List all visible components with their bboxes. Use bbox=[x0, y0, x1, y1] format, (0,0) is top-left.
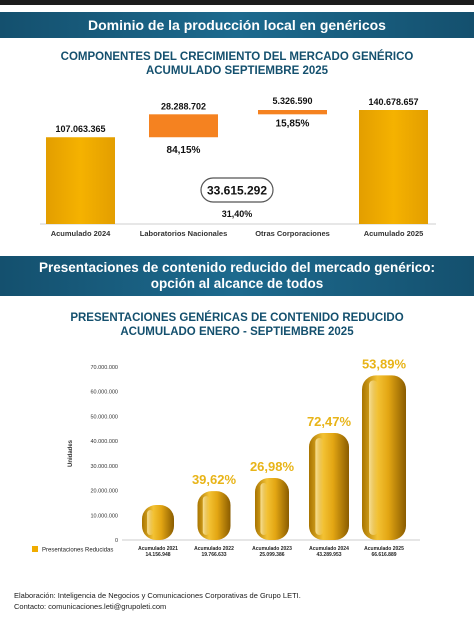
pill-bar-highlight bbox=[369, 380, 378, 535]
pill-bar bbox=[197, 491, 231, 540]
pill-bar bbox=[142, 505, 174, 540]
waterfall-share-label: 84,15% bbox=[167, 145, 201, 156]
section1-banner: Dominio de la producción local en genéri… bbox=[0, 12, 474, 38]
total-change-value: 33.615.292 bbox=[207, 184, 267, 198]
y-tick-label: 60.000.000 bbox=[90, 390, 118, 396]
y-tick-label: 50.000.000 bbox=[90, 414, 118, 420]
footer: Elaboración: Inteligencia de Negocios y … bbox=[14, 590, 301, 612]
y-tick-label: 10.000.000 bbox=[90, 513, 118, 519]
y-tick-label: 20.000.000 bbox=[90, 489, 118, 495]
waterfall-title-line2: ACUMULADO SEPTIEMBRE 2025 bbox=[145, 65, 329, 77]
waterfall-value-label: 140.678.657 bbox=[368, 97, 418, 107]
top-edge-line bbox=[0, 0, 474, 5]
growth-label: 26,98% bbox=[250, 459, 295, 474]
waterfall-value-label: 5.326.590 bbox=[272, 96, 312, 106]
pill-bar-body bbox=[309, 433, 349, 540]
pill-category-value: 43.289.953 bbox=[316, 552, 341, 558]
growth-label: 39,62% bbox=[192, 472, 237, 487]
y-tick-label: 40.000.000 bbox=[90, 439, 118, 445]
waterfall-category-label: Acumulado 2024 bbox=[51, 229, 111, 238]
section2-banner-line2: opción al alcance de todos bbox=[150, 276, 324, 291]
pill-category-label: Acumulado 2022 bbox=[194, 546, 234, 552]
growth-label: 53,89% bbox=[362, 356, 407, 371]
pill-category-value: 19.766.633 bbox=[201, 552, 226, 558]
pill-category-value: 66.616.889 bbox=[371, 552, 396, 558]
waterfall-bar-laboratorios-nacionales bbox=[149, 114, 218, 138]
waterfall-chart-title: COMPONENTES DEL CRECIMIENTO DEL MERCADO … bbox=[0, 50, 474, 78]
waterfall-title-line1: COMPONENTES DEL CRECIMIENTO DEL MERCADO … bbox=[60, 51, 414, 63]
pill-bar-body bbox=[255, 477, 289, 540]
total-change-percent: 31,40% bbox=[222, 209, 253, 219]
pill-chart: 0 10.000.000 20.000.000 30.000.000 40.000.00… bbox=[32, 356, 420, 558]
section2-banner: Presentaciones de contenido reducido del… bbox=[0, 256, 474, 296]
waterfall-value-label: 107.063.365 bbox=[55, 124, 105, 134]
pill-bar-body bbox=[197, 491, 231, 540]
y-tick-label: 0 bbox=[115, 538, 118, 544]
waterfall-category-label: Otras Corporaciones bbox=[255, 229, 330, 238]
pill-bar bbox=[255, 477, 289, 540]
pill-bar-highlight bbox=[260, 482, 268, 535]
legend-swatch bbox=[32, 546, 38, 552]
pill-bar-highlight bbox=[315, 438, 324, 535]
pill-category-value: 25.099.386 bbox=[259, 552, 284, 558]
pill-title-line1: PRESENTACIONES GENÉRICAS DE CONTENIDO RE… bbox=[70, 312, 404, 324]
pill-bar-highlight bbox=[202, 496, 210, 535]
section2-banner-line1: Presentaciones de contenido reducido del… bbox=[38, 260, 436, 275]
y-tick-label: 70.000.000 bbox=[90, 365, 118, 371]
pill-bar-highlight bbox=[147, 510, 154, 535]
growth-label: 72,47% bbox=[307, 414, 352, 429]
waterfall-bar-otras-corporaciones bbox=[258, 110, 327, 115]
waterfall-category-label: Acumulado 2025 bbox=[364, 229, 424, 238]
pill-category-value: 14.156.948 bbox=[145, 552, 170, 558]
waterfall-share-label: 15,85% bbox=[276, 118, 310, 129]
pill-title-line2: ACUMULADO ENERO - SEPTIEMBRE 2025 bbox=[120, 326, 354, 338]
waterfall-value-label: 28.288.702 bbox=[161, 101, 206, 111]
waterfall-bar-acumulado-2025 bbox=[359, 110, 428, 224]
footer-contact: Contacto: comunicaciones.leti@grupoleti.… bbox=[14, 602, 167, 611]
waterfall-category-label: Laboratorios Nacionales bbox=[140, 229, 228, 238]
pill-chart-title: PRESENTACIONES GENÉRICAS DE CONTENIDO RE… bbox=[0, 311, 474, 339]
y-tick-label: 30.000.000 bbox=[90, 464, 118, 470]
pill-category-label: Acumulado 2021 bbox=[138, 546, 178, 552]
pill-bar-body bbox=[362, 375, 406, 540]
total-change-badge bbox=[200, 177, 274, 203]
waterfall-bar-acumulado-2024 bbox=[46, 137, 115, 224]
pill-bar-body bbox=[142, 505, 174, 540]
footer-credit: Elaboración: Inteligencia de Negocios y … bbox=[14, 591, 301, 600]
legend-label: Presentaciones Reducidas bbox=[42, 548, 113, 554]
pill-category-label: Acumulado 2023 bbox=[252, 546, 292, 552]
pill-bar bbox=[362, 375, 406, 540]
waterfall-chart: 107.063.365 28.288.702 5.326.590 140.678.65… bbox=[40, 96, 436, 238]
y-axis-label: Unidades bbox=[68, 439, 74, 467]
pill-category-label: Acumulado 2024 bbox=[309, 546, 349, 552]
section1-banner-text: Dominio de la producción local en genéri… bbox=[88, 17, 386, 33]
pill-category-label: Acumulado 2025 bbox=[364, 546, 404, 552]
pill-bar bbox=[309, 433, 349, 540]
